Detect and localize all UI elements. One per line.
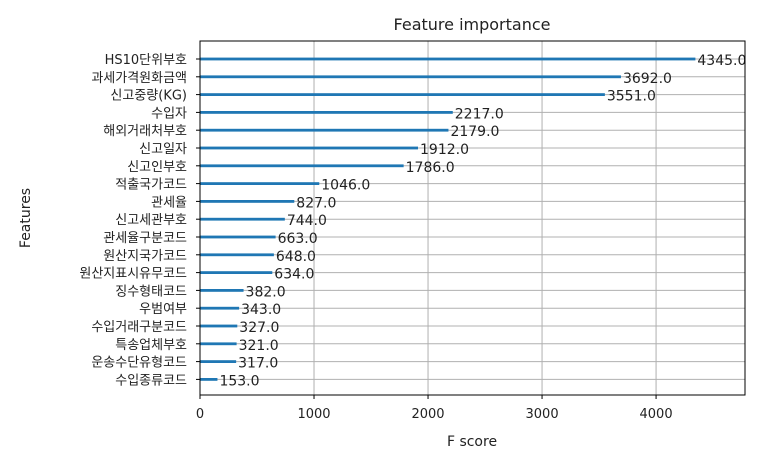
bar xyxy=(200,128,449,132)
category-label: 해외거래처부호 xyxy=(103,124,187,139)
value-label: 1912.0 xyxy=(420,142,469,158)
category-label: 신고중량(KG) xyxy=(110,89,187,104)
bar xyxy=(200,342,237,346)
category-label: 신고인부호 xyxy=(127,160,187,175)
value-label: 634.0 xyxy=(274,267,314,283)
category-label: 수입자 xyxy=(151,106,187,121)
value-label: 3692.0 xyxy=(623,71,672,87)
x-tick-label: 2000 xyxy=(411,407,444,422)
category-label: 과세가격원화금액 xyxy=(91,71,187,86)
category-label: 운송수단유형코드 xyxy=(91,356,187,371)
category-label: 수입종류코드 xyxy=(115,373,187,388)
x-axis-label: F score xyxy=(447,434,497,450)
category-label: 신고세관부호 xyxy=(115,213,187,228)
value-label: 343.0 xyxy=(241,302,281,318)
plot-frame xyxy=(199,40,746,396)
bar xyxy=(200,75,621,79)
value-label: 4345.0 xyxy=(697,53,746,69)
value-label: 1046.0 xyxy=(321,178,370,194)
bar xyxy=(200,289,244,292)
value-label: 317.0 xyxy=(238,356,278,372)
bar xyxy=(200,378,218,381)
value-label: 153.0 xyxy=(219,373,259,389)
value-labels: 4345.0 3692.0 3551.0 2217.0 2179.0 1912.0 1786… xyxy=(219,53,746,389)
value-label: 321.0 xyxy=(239,338,279,354)
category-label: 관세율구분코드 xyxy=(103,231,187,246)
category-label: 우범여부 xyxy=(139,302,187,317)
bar xyxy=(200,182,320,185)
category-label: 적출국가코드 xyxy=(115,178,187,193)
category-label: 수입거래구분코드 xyxy=(91,320,187,335)
value-label: 648.0 xyxy=(276,249,316,265)
bar xyxy=(200,360,237,363)
bar xyxy=(200,164,404,168)
category-label: 원산지표시유무코드 xyxy=(79,267,187,282)
bar xyxy=(200,93,605,96)
value-label: 327.0 xyxy=(239,320,279,336)
value-label: 3551.0 xyxy=(607,89,656,105)
x-tick-label: 3000 xyxy=(526,407,559,422)
category-label: HS10단위부호 xyxy=(105,53,187,68)
value-label: 2217.0 xyxy=(455,106,504,122)
bar xyxy=(200,57,696,61)
bar xyxy=(200,253,274,257)
value-label: 382.0 xyxy=(246,284,286,300)
bar xyxy=(200,146,418,150)
bar xyxy=(200,306,240,310)
bar xyxy=(200,324,238,328)
y-axis-label: Features xyxy=(18,188,34,248)
bar xyxy=(200,200,295,203)
bar xyxy=(200,217,285,221)
x-tick-label: 4000 xyxy=(640,407,673,422)
x-tick-label: 0 xyxy=(196,407,204,422)
value-label: 663.0 xyxy=(278,231,318,247)
x-tick-label: 1000 xyxy=(297,407,330,422)
bars-layer xyxy=(200,57,696,381)
category-label: 원산지국가코드 xyxy=(103,249,187,264)
category-label: 신고일자 xyxy=(139,142,187,157)
bar xyxy=(200,111,453,114)
value-label: 827.0 xyxy=(296,195,336,211)
value-label: 1786.0 xyxy=(406,160,455,176)
bar xyxy=(200,235,276,239)
value-label: 2179.0 xyxy=(450,124,499,140)
value-label: 744.0 xyxy=(287,213,327,229)
bar xyxy=(200,271,273,274)
category-label: 징수형태코드 xyxy=(115,284,187,299)
category-label: 관세율 xyxy=(151,195,187,210)
category-label: 특송업체부호 xyxy=(115,338,187,353)
chart-title: Feature importance xyxy=(394,15,551,34)
x-axis-ticks: 0 1000 2000 3000 4000 xyxy=(196,58,673,422)
